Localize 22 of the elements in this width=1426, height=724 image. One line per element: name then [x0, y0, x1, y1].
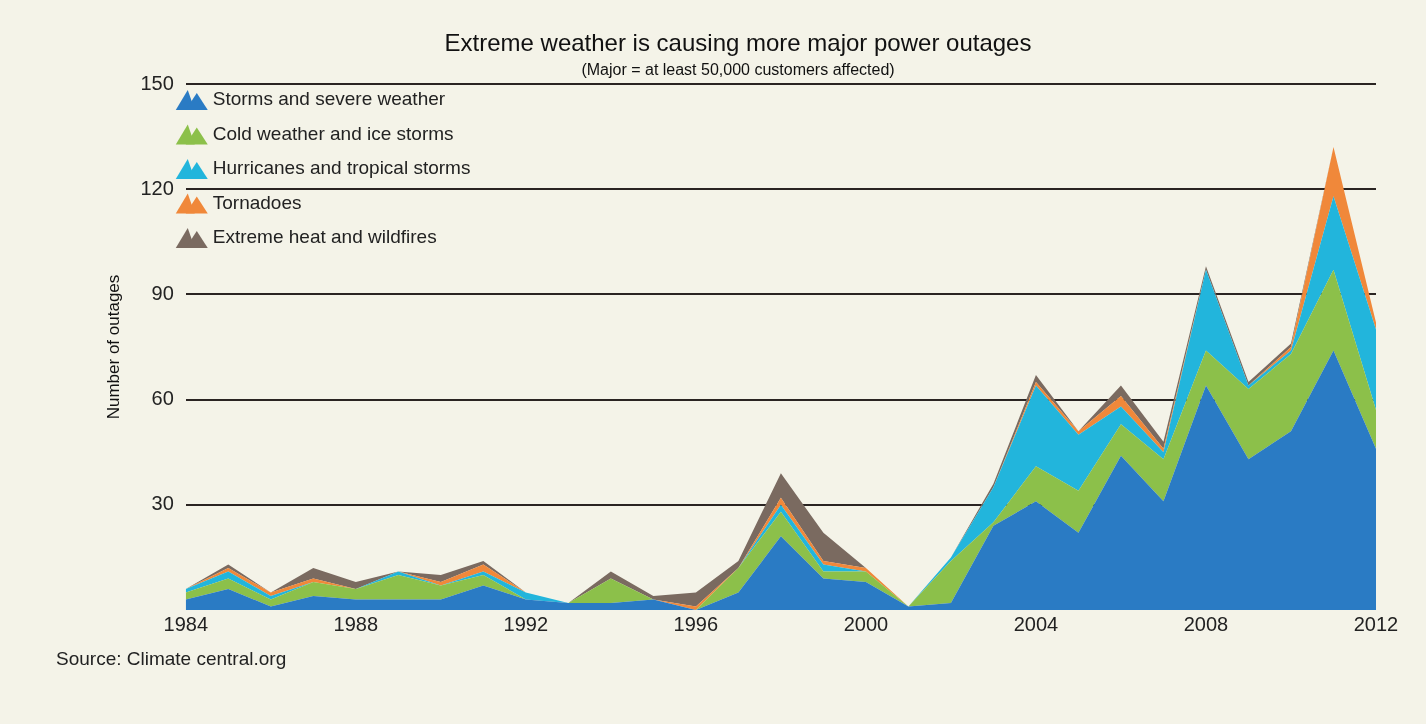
source-note: Source: Climate central.org [56, 648, 287, 670]
legend-label: Extreme heat and wildfires [212, 226, 437, 248]
y-tick-label: 120 [140, 176, 174, 199]
x-tick-label: 1992 [503, 612, 549, 635]
y-axis-title: Number of outages [103, 274, 123, 420]
x-tick-label: 1984 [163, 612, 209, 635]
chart-title: Extreme weather is causing more major power outages [444, 29, 1032, 57]
x-tick-label: 2000 [843, 612, 889, 635]
x-tick-label: 1996 [673, 612, 719, 635]
x-tick-label: 2012 [1353, 612, 1399, 635]
y-tick-label: 30 [151, 492, 174, 515]
y-tick-label: 60 [151, 387, 174, 410]
x-tick-label: 2008 [1183, 612, 1229, 635]
legend-label: Tornadoes [212, 191, 302, 213]
legend-label: Hurricanes and tropical storms [212, 157, 471, 179]
legend-label: Cold weather and ice storms [212, 122, 454, 144]
y-tick-label: 90 [151, 281, 174, 304]
legend-label: Storms and severe weather [212, 88, 446, 110]
x-tick-label: 1988 [333, 612, 379, 635]
x-tick-label: 2004 [1013, 612, 1059, 635]
chart-subtitle: (Major = at least 50,000 customers affected) [581, 60, 895, 78]
y-tick-label: 150 [140, 71, 174, 94]
